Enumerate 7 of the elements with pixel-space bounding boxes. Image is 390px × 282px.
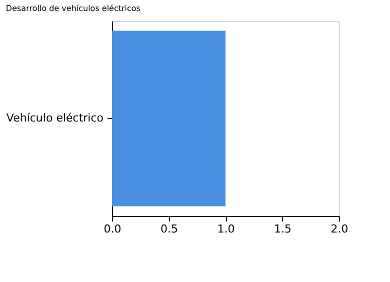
x-tick-label: 2.0	[330, 222, 348, 236]
x-tick-label: 0.5	[160, 222, 178, 236]
x-tick-label: 1.0	[217, 222, 235, 236]
x-tick-label: 0.0	[104, 222, 122, 236]
y-tick-label: Vehículo eléctrico	[6, 112, 104, 124]
x-tick-label: 1.5	[274, 222, 292, 236]
chart-title: Desarrollo de vehículos eléctricos	[6, 4, 140, 13]
